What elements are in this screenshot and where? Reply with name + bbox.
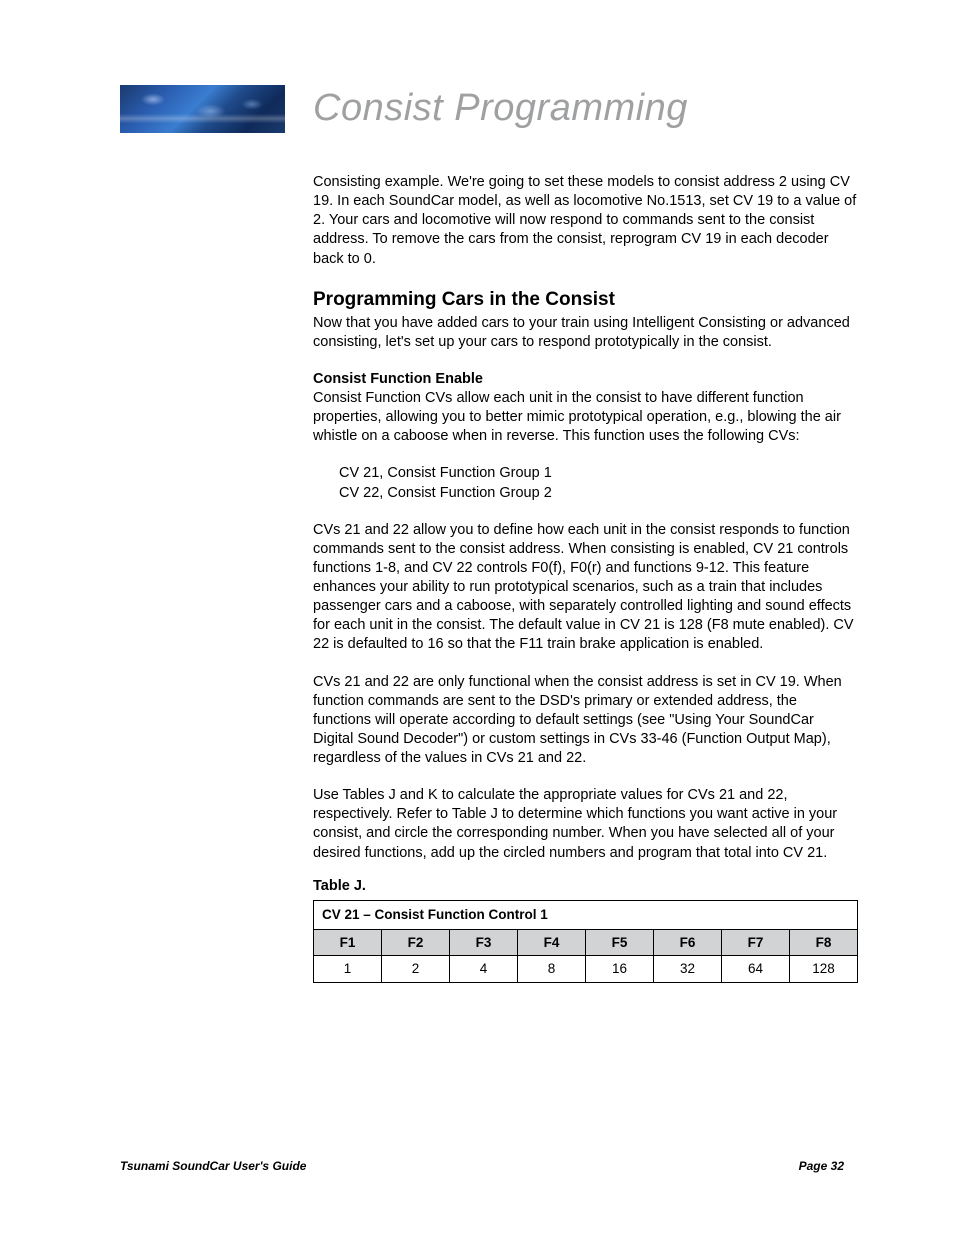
- sub-intro: Consist Function CVs allow each unit in …: [313, 389, 858, 446]
- sub-heading: Consist Function Enable: [313, 370, 858, 389]
- table-header-row: F1 F2 F3 F4 F5 F6 F7 F8: [314, 929, 858, 956]
- explain-paragraph: CVs 21 and 22 allow you to define how ea…: [313, 521, 858, 655]
- table-header-cell: F3: [450, 929, 518, 956]
- footer: Tsunami SoundCar User's Guide Page 32: [120, 1159, 844, 1173]
- table-header-cell: F4: [518, 929, 586, 956]
- table-cell: 1: [314, 956, 382, 983]
- table-cell: 32: [654, 956, 722, 983]
- table-title: CV 21 – Consist Function Control 1: [314, 900, 858, 929]
- header: Consist Programming: [120, 85, 844, 133]
- table-header-cell: F7: [722, 929, 790, 956]
- cv-list-item: CV 22, Consist Function Group 2: [339, 484, 858, 503]
- footer-left: Tsunami SoundCar User's Guide: [120, 1159, 306, 1173]
- footer-right: Page 32: [799, 1159, 844, 1173]
- section-intro: Now that you have added cars to your tra…: [313, 314, 858, 352]
- table-header-cell: F2: [382, 929, 450, 956]
- cv-list-item: CV 21, Consist Function Group 1: [339, 464, 858, 483]
- table-label: Table J.: [313, 877, 858, 896]
- cv-list: CV 21, Consist Function Group 1 CV 22, C…: [313, 464, 858, 502]
- page: Consist Programming Consisting example. …: [0, 0, 954, 1235]
- intro-paragraph: Consisting example. We're going to set t…: [313, 173, 858, 269]
- table-header-cell: F6: [654, 929, 722, 956]
- table-cell: 64: [722, 956, 790, 983]
- table-header-cell: F1: [314, 929, 382, 956]
- table-cell: 128: [790, 956, 858, 983]
- table-cell: 8: [518, 956, 586, 983]
- table-cell: 16: [586, 956, 654, 983]
- table-cell: 2: [382, 956, 450, 983]
- banner-image: [120, 85, 285, 133]
- table-value-row: 1 2 4 8 16 32 64 128: [314, 956, 858, 983]
- table-cell: 4: [450, 956, 518, 983]
- table-j: CV 21 – Consist Function Control 1 F1 F2…: [313, 900, 858, 983]
- content: Consisting example. We're going to set t…: [313, 173, 858, 983]
- limits-paragraph: CVs 21 and 22 are only functional when t…: [313, 673, 858, 769]
- page-title: Consist Programming: [313, 87, 688, 130]
- table-header-cell: F5: [586, 929, 654, 956]
- tables-paragraph: Use Tables J and K to calculate the appr…: [313, 786, 858, 863]
- section-heading: Programming Cars in the Consist: [313, 287, 858, 312]
- table-header-cell: F8: [790, 929, 858, 956]
